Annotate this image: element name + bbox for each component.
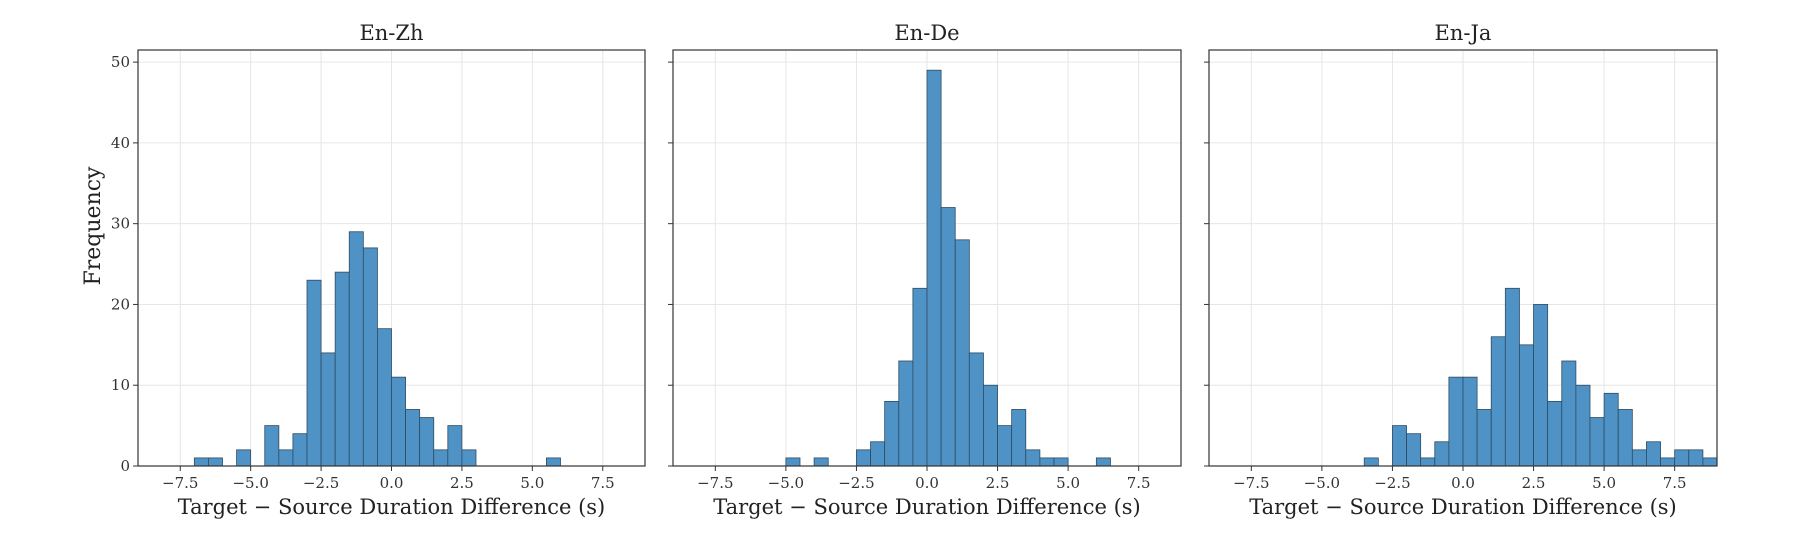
x-tick-label: −5.0 [1304,474,1340,492]
histogram-bar [1533,304,1549,467]
histogram-bar [1631,449,1647,467]
histogram-bar [264,425,280,467]
x-tick-label: 5.0 [1592,474,1616,492]
x-axis-label: Target − Source Duration Difference (s) [1249,495,1677,519]
x-tick-label: 0.0 [1451,474,1475,492]
x-tick-label: −7.5 [697,474,733,492]
histogram-bar [1363,457,1379,467]
histogram-bar [1519,344,1534,467]
y-tick-label: 40 [111,134,130,152]
histogram-bar [306,279,322,467]
histogram-bar [1448,376,1464,467]
histogram-bar [1095,457,1111,467]
x-tick-label: 2.5 [1522,474,1546,492]
histogram-bar [813,457,829,467]
histogram-bar [884,400,900,467]
histogram-bar [968,352,984,467]
histogram-bar [447,425,463,467]
histogram-bar [1462,376,1478,467]
x-tick-label: 5.0 [1056,474,1080,492]
histogram-bar [461,449,477,467]
x-tick-label: −5.0 [768,474,804,492]
x-tick-label: 2.5 [450,474,474,492]
x-tick-label: 7.5 [1127,474,1151,492]
histogram-bar [898,360,914,467]
histogram-bar [983,384,998,467]
histogram-bar [1490,336,1506,467]
histogram-bar [1575,384,1591,467]
histogram-bar [1617,409,1633,467]
y-tick-label: 20 [111,295,130,313]
histogram-bar [419,417,435,467]
y-tick-label: 30 [111,215,130,233]
histogram-bar [926,69,942,467]
histogram-bar [940,207,956,467]
histogram-bar [870,441,886,467]
histogram-bar [546,457,561,467]
histogram-bar [1561,360,1577,467]
histogram-bar [1434,441,1450,467]
histogram-bar [997,425,1013,467]
histogram-bar [1476,409,1492,467]
histogram-bar [1420,457,1436,467]
x-tick-label: −5.0 [232,474,268,492]
histogram-bar [320,352,336,467]
histogram-bar [1589,417,1605,467]
histogram-bar [1039,457,1055,467]
panel-title: En-Ja [1435,21,1492,45]
histogram-bar [785,457,801,467]
histogram-bar [1053,457,1069,467]
x-tick-label: −2.5 [838,474,874,492]
histogram-bar [954,239,970,467]
histogram-bar [856,449,871,467]
x-tick-label: −2.5 [303,474,339,492]
x-tick-label: 5.0 [520,474,544,492]
histogram-bar [236,449,252,467]
histogram-bar [1646,441,1661,467]
histogram-bar [1660,457,1676,467]
histogram-bar [1504,287,1520,467]
histogram-bar [1603,392,1619,467]
y-tick-label: 10 [111,376,130,394]
histogram-bar [292,433,308,467]
x-tick-label: −7.5 [162,474,198,492]
histogram-bar [1025,449,1041,467]
histogram-bar [1011,409,1027,467]
panel-title: En-De [894,21,959,45]
x-axis-label: Target − Source Duration Difference (s) [178,495,606,519]
histogram-bar [1702,457,1718,467]
histogram-bar [433,449,449,467]
x-tick-label: 0.0 [915,474,939,492]
histogram-bar [1392,425,1407,467]
histogram-bar [334,271,350,467]
histogram-bar [1547,400,1563,467]
x-tick-label: −2.5 [1374,474,1410,492]
histogram-bar [1674,449,1690,467]
histogram-bar [348,231,364,467]
histogram-bar [362,247,378,467]
x-tick-label: 2.5 [986,474,1010,492]
x-tick-label: 7.5 [1663,474,1687,492]
histogram-bar [377,328,392,467]
histogram-panel-en-zh: −7.5 −5.0 −2.5 0.0 2.5 5.0 7.5 0 10 20 30 40 50 En-Zh… [111,21,646,519]
y-tick-label: 0 [120,457,130,475]
x-axis-label: Target − Source Duration Difference (s) [713,495,1141,519]
histogram-bar [208,457,223,467]
histogram-bar [1406,433,1422,467]
histogram-panel-en-de: −7.5 −5.0 −2.5 0.0 2.5 5.0 7.5 En-De Target − So… [668,21,1182,519]
x-tick-label: 7.5 [591,474,615,492]
panel-title: En-Zh [359,21,423,45]
histogram-panel-en-ja: −7.5 −5.0 −2.5 0.0 2.5 5.0 7.5 En-Ja Target − So… [1204,21,1718,519]
x-tick-label: −7.5 [1233,474,1269,492]
histogram-bar [391,376,406,467]
histogram-bar [405,409,421,467]
histogram-bar [1688,449,1704,467]
histogram-bar [912,287,928,467]
histogram-bar [278,449,294,467]
y-axis-label: Frequency [81,166,106,286]
y-tick-label: 50 [111,53,130,71]
histogram-bar [193,457,209,467]
x-tick-label: 0.0 [380,474,404,492]
